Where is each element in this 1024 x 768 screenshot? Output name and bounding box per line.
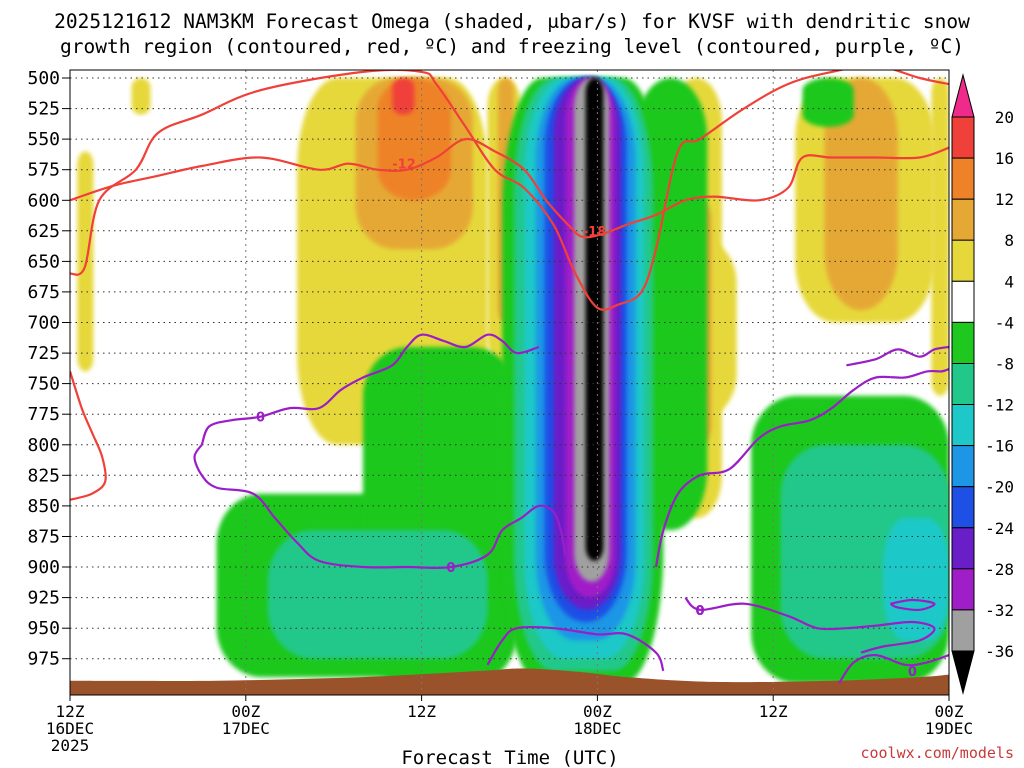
colorbar-label-6: -8 bbox=[995, 355, 1014, 374]
colorbar-label-11: -28 bbox=[985, 560, 1014, 579]
y-axis: 500 525 550 575 600 625 650 675 700 725 750 775 800 8… bbox=[27, 68, 70, 670]
omega-region-19 bbox=[802, 78, 854, 127]
colorbar-label-0: 20 bbox=[995, 108, 1014, 127]
plot-frame bbox=[69, 69, 950, 696]
colorbar-bottom-arrow bbox=[951, 650, 975, 695]
colorbar-label-9: -20 bbox=[985, 478, 1014, 497]
freezing-contour-label-3: 0 bbox=[256, 411, 265, 426]
colorbar-label-13: -36 bbox=[985, 642, 1014, 661]
chart-title-line1: 2025121612 NAM3KM Forecast Omega (shaded… bbox=[54, 10, 970, 33]
omega-region-22 bbox=[883, 518, 949, 641]
omega-region-13 bbox=[931, 78, 949, 396]
freezing-contour-label-4: 0 bbox=[446, 561, 455, 576]
colorbar-bin-6 bbox=[951, 321, 975, 364]
colorbar-bin-4 bbox=[951, 239, 975, 282]
colorbar-bin-3 bbox=[951, 198, 975, 241]
colorbar-label-2: 12 bbox=[995, 190, 1014, 209]
freezing-contour-5 bbox=[486, 625, 665, 672]
x-tick-label-36-2: 18DEC bbox=[573, 719, 621, 738]
y-tick-label-725: 725 bbox=[27, 343, 60, 364]
freezing-contour-label-6: 0 bbox=[695, 604, 704, 619]
omega-region-12 bbox=[824, 78, 898, 311]
y-tick-label-975: 975 bbox=[27, 649, 60, 670]
omega-region-5 bbox=[392, 78, 415, 115]
freezing-contour-3 bbox=[200, 333, 540, 446]
credit-text: coolwx.com/models bbox=[860, 744, 1014, 762]
x-tick-label-60-2: 19DEC bbox=[925, 719, 973, 738]
x-tick-label-0-3: 2025 bbox=[51, 736, 90, 755]
freezing-contour-4 bbox=[193, 444, 567, 570]
terrain-fill bbox=[70, 668, 949, 695]
x-tick-label-0-2: 16DEC bbox=[46, 719, 94, 738]
y-tick-label-850: 850 bbox=[27, 496, 60, 517]
omega-region-16 bbox=[267, 530, 488, 659]
x-tick-label-48-1: 12Z bbox=[759, 702, 788, 721]
colorbar-label-3: 8 bbox=[1004, 231, 1014, 250]
freezing-contour-10 bbox=[846, 345, 949, 367]
colorbar-bin-8 bbox=[951, 404, 975, 447]
y-tick-label-750: 750 bbox=[27, 374, 60, 395]
chart-title-line2: growth region (contoured, red, ºC) and f… bbox=[60, 35, 964, 58]
freezing-contour-6 bbox=[654, 367, 949, 568]
y-tick-label-800: 800 bbox=[27, 435, 60, 456]
dgz-contour-2 bbox=[70, 371, 107, 501]
freezing-contour-9 bbox=[838, 653, 949, 684]
colorbar: 20 16 12 8 4 -4 -8 -12 -16 -20 -24 -28 -32 -36 bbox=[951, 73, 1014, 695]
y-tick-label-875: 875 bbox=[27, 527, 60, 548]
colorbar-bin-12 bbox=[951, 568, 975, 611]
y-tick-label-825: 825 bbox=[27, 465, 60, 486]
y-tick-label-675: 675 bbox=[27, 282, 60, 303]
y-tick-label-600: 600 bbox=[27, 190, 60, 211]
y-tick-label-925: 925 bbox=[27, 588, 60, 609]
y-tick-label-650: 650 bbox=[27, 251, 60, 272]
y-tick-label-575: 575 bbox=[27, 160, 60, 181]
y-tick-label-625: 625 bbox=[27, 221, 60, 242]
y-tick-label-775: 775 bbox=[27, 404, 60, 425]
dgz-contour-0 bbox=[70, 70, 949, 311]
colorbar-label-12: -32 bbox=[985, 601, 1014, 620]
freezing-contour-label-5: 0 bbox=[695, 604, 704, 619]
terrain bbox=[70, 668, 949, 695]
colorbar-bin-9 bbox=[951, 445, 975, 488]
y-tick-label-500: 500 bbox=[27, 68, 60, 89]
colorbar-bin-11 bbox=[951, 527, 975, 570]
colorbar-label-1: 16 bbox=[995, 149, 1014, 168]
x-tick-label-24-1: 12Z bbox=[407, 702, 436, 721]
x-tick-label-60-1: 00Z bbox=[935, 702, 964, 721]
colorbar-label-10: -24 bbox=[985, 519, 1014, 538]
dgz-contour-1 bbox=[70, 137, 949, 239]
dgz-contour-label-1: -18 bbox=[583, 225, 607, 240]
x-tick-label-36-1: 00Z bbox=[583, 702, 612, 721]
colorbar-label-7: -12 bbox=[985, 396, 1014, 415]
colorbar-bin-1 bbox=[951, 116, 975, 159]
x-tick-label-12-2: 17DEC bbox=[222, 719, 270, 738]
y-tick-label-550: 550 bbox=[27, 129, 60, 150]
colorbar-bin-5 bbox=[951, 280, 975, 323]
colorbar-bin-13 bbox=[951, 609, 975, 652]
y-tick-label-950: 950 bbox=[27, 618, 60, 639]
colorbar-bin-2 bbox=[951, 157, 975, 200]
gridlines bbox=[70, 70, 949, 695]
colorbar-bin-10 bbox=[951, 486, 975, 529]
colorbar-label-5: -4 bbox=[995, 313, 1014, 332]
colorbar-label-4: 4 bbox=[1004, 272, 1014, 291]
x-tick-label-12-1: 00Z bbox=[231, 702, 260, 721]
y-tick-label-900: 900 bbox=[27, 557, 60, 578]
freezing-contour-7 bbox=[684, 596, 936, 654]
colorbar-label-8: -16 bbox=[985, 437, 1014, 456]
y-tick-label-525: 525 bbox=[27, 99, 60, 120]
y-tick-label-700: 700 bbox=[27, 313, 60, 334]
colorbar-top-arrow bbox=[951, 73, 975, 118]
freezing-contour-8 bbox=[889, 598, 936, 612]
x-tick-label-0-1: 12Z bbox=[56, 702, 85, 721]
colorbar-bin-7 bbox=[951, 363, 975, 406]
freezing-contour-label-9: 0 bbox=[908, 665, 917, 680]
omega-region-30 bbox=[585, 78, 604, 561]
x-axis-label: Forecast Time (UTC) bbox=[401, 747, 618, 768]
omega-region-0 bbox=[131, 78, 151, 115]
